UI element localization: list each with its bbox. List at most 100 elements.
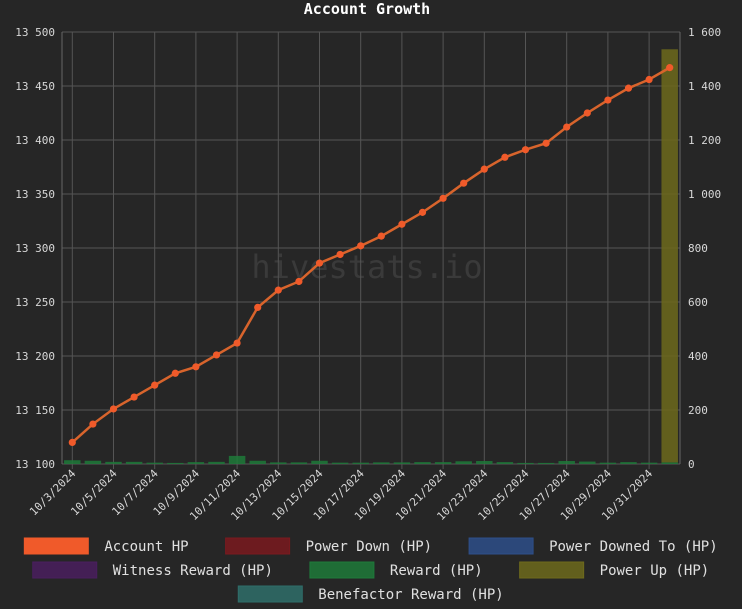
bar-reward-hp bbox=[434, 462, 452, 464]
account-hp-point bbox=[295, 277, 303, 286]
account-hp-point bbox=[336, 250, 344, 259]
y-right-tick-label: 1 400 bbox=[688, 80, 721, 93]
account-hp-point bbox=[563, 123, 571, 131]
account-hp-line bbox=[71, 66, 671, 444]
y-left-tick-label: 13 100 bbox=[15, 458, 55, 471]
bar-reward-hp bbox=[64, 460, 81, 464]
bar-reward-hp bbox=[393, 462, 411, 464]
account-hp-point bbox=[439, 194, 447, 202]
account-hp-point bbox=[274, 286, 282, 294]
legend-label-power-down-hp: Power Down (HP) bbox=[306, 539, 432, 555]
account-hp-point bbox=[398, 220, 406, 228]
account-hp-point bbox=[460, 179, 468, 187]
legend-swatch-account-hp bbox=[23, 537, 89, 555]
bar-reward-hp bbox=[517, 462, 534, 464]
watermark: hivestats.io bbox=[251, 248, 482, 286]
bar-reward-hp bbox=[558, 461, 575, 464]
y-right-tick-label: 1 200 bbox=[688, 134, 721, 147]
legend-swatch-benefactor-reward-hp bbox=[237, 585, 303, 603]
bar-reward-hp bbox=[640, 462, 658, 464]
bar-power-up-hp bbox=[661, 49, 678, 463]
bar-reward-hp bbox=[208, 461, 225, 464]
bar-reward-hp bbox=[599, 462, 617, 464]
bar-reward-hp bbox=[579, 461, 596, 464]
legend-label-account-hp: Account HP bbox=[104, 539, 188, 555]
bar-reward-hp bbox=[496, 462, 514, 464]
right-axis-ticks: 0 200 400 600 800 1 000 1 200 1 400 1 600 bbox=[688, 26, 721, 471]
account-hp-point bbox=[624, 84, 633, 92]
bar-reward-hp bbox=[125, 461, 143, 464]
account-hp-point bbox=[109, 405, 118, 413]
legend-swatch-power-up-hp bbox=[519, 561, 585, 579]
legend-label-witness-reward-hp: Witness Reward (HP) bbox=[113, 563, 273, 579]
left-axis-ticks: 13 100 13 150 13 200 13 250 13 300 13 350 13 4… bbox=[15, 26, 55, 471]
legend-label-benefactor-reward-hp: Benefactor Reward (HP) bbox=[318, 587, 503, 603]
bar-reward-hp bbox=[537, 462, 555, 464]
y-right-tick-label: 1 600 bbox=[688, 26, 721, 39]
y-right-tick-label: 800 bbox=[688, 242, 708, 255]
bar-reward-hp bbox=[661, 462, 678, 464]
account-hp-point bbox=[583, 109, 591, 117]
x-axis-ticks: 10/3/202410/5/202410/7/202410/9/202410/1… bbox=[27, 467, 655, 523]
bar-reward-hp bbox=[187, 462, 205, 464]
bar-reward-hp bbox=[414, 462, 431, 464]
grid bbox=[61, 31, 681, 469]
legend-label-power-up-hp: Power Up (HP) bbox=[600, 563, 710, 579]
bar-reward-hp bbox=[311, 460, 328, 464]
bar-reward-hp bbox=[146, 462, 163, 464]
legend-label-reward-hp: Reward (HP) bbox=[390, 563, 483, 579]
y-right-tick-label: 1 000 bbox=[688, 188, 721, 201]
y-right-tick-label: 400 bbox=[688, 350, 708, 363]
bar-reward-hp bbox=[249, 460, 266, 464]
chart-title: Account Growth bbox=[304, 0, 430, 18]
account-hp-point bbox=[89, 420, 97, 428]
account-hp-point bbox=[521, 146, 530, 154]
y-right-tick-label: 0 bbox=[688, 458, 695, 471]
legend: Account HP Power Down (HP) Power Downed To… bbox=[23, 537, 718, 603]
bar-reward-hp bbox=[620, 462, 637, 464]
bar-reward-hp bbox=[352, 462, 369, 464]
bar-reward-hp bbox=[290, 462, 308, 464]
bar-reward-hp bbox=[167, 462, 184, 464]
account-hp-point bbox=[151, 381, 159, 389]
account-hp-point bbox=[377, 232, 385, 240]
legend-swatch-reward-hp bbox=[309, 561, 375, 579]
legend-swatch-witness-reward-hp bbox=[32, 561, 98, 579]
account-hp-point bbox=[542, 139, 550, 147]
account-hp-point bbox=[212, 351, 221, 359]
y-left-tick-label: 13 150 bbox=[15, 404, 55, 417]
y-left-tick-label: 13 350 bbox=[15, 188, 55, 201]
y-left-tick-label: 13 500 bbox=[15, 26, 55, 39]
account-hp-point bbox=[666, 64, 674, 72]
y-right-tick-label: 600 bbox=[688, 296, 708, 309]
account-hp-point bbox=[315, 259, 324, 267]
bar-reward-hp bbox=[105, 461, 122, 464]
y-left-tick-label: 13 300 bbox=[15, 242, 55, 255]
account-hp-point bbox=[171, 369, 179, 377]
bar-reward-hp bbox=[270, 462, 287, 464]
account-hp-point bbox=[604, 96, 612, 104]
account-hp-point bbox=[418, 208, 427, 216]
y-right-tick-label: 200 bbox=[688, 404, 708, 417]
account-hp-point bbox=[233, 339, 241, 347]
bar-reward-hp bbox=[476, 461, 493, 464]
legend-swatch-power-downed-to-hp bbox=[468, 537, 534, 555]
y-left-tick-label: 13 250 bbox=[15, 296, 55, 309]
y-left-tick-label: 13 400 bbox=[15, 134, 55, 147]
y-left-tick-label: 13 200 bbox=[15, 350, 55, 363]
account-hp-point bbox=[192, 363, 200, 371]
bar-reward-hp bbox=[331, 462, 349, 464]
account-hp-point bbox=[357, 242, 365, 250]
bar-reward-hp bbox=[373, 462, 390, 464]
bars-layer bbox=[64, 49, 678, 464]
account-hp-point bbox=[254, 303, 262, 311]
account-hp-point bbox=[501, 153, 509, 161]
legend-swatch-power-down-hp bbox=[225, 537, 291, 555]
legend-label-power-downed-to-hp: Power Downed To (HP) bbox=[549, 539, 718, 555]
bar-reward-hp bbox=[228, 455, 246, 464]
account-hp-point bbox=[645, 75, 653, 84]
y-left-tick-label: 13 450 bbox=[15, 80, 55, 93]
account-hp-point bbox=[130, 393, 138, 401]
account-hp-point bbox=[68, 438, 76, 446]
